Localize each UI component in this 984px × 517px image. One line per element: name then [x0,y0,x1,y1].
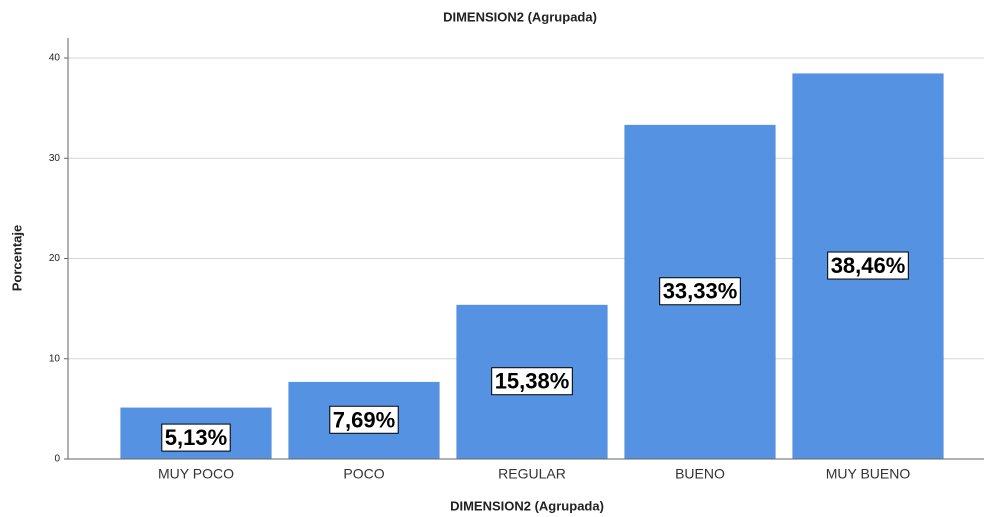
x-axis-title: DIMENSION2 (Agrupada) [450,498,604,513]
value-label: 15,38% [495,369,570,394]
value-label: 7,69% [333,407,395,432]
value-label: 38,46% [831,253,906,278]
y-tick-label: 30 [49,153,61,164]
y-tick-label: 40 [49,53,61,64]
value-label-box [491,367,573,396]
value-label-box [161,423,231,452]
value-label-box [329,405,399,434]
y-tick-label: 0 [54,454,60,465]
y-tick-label: 20 [49,253,61,264]
x-tick-label: POCO [343,466,384,482]
y-tick-label: 10 [49,353,61,364]
x-tick-label: MUY BUENO [826,466,911,482]
x-tick-label: REGULAR [498,466,566,482]
x-tick-label: BUENO [675,466,725,482]
value-label-box [659,277,741,306]
value-label-box [827,251,909,280]
y-axis-title: Porcentaje [9,225,24,291]
x-tick-label: MUY POCO [158,466,234,482]
value-label: 5,13% [165,425,227,450]
chart-title: DIMENSION2 (Agrupada) [443,9,597,24]
value-label: 33,33% [663,279,738,304]
